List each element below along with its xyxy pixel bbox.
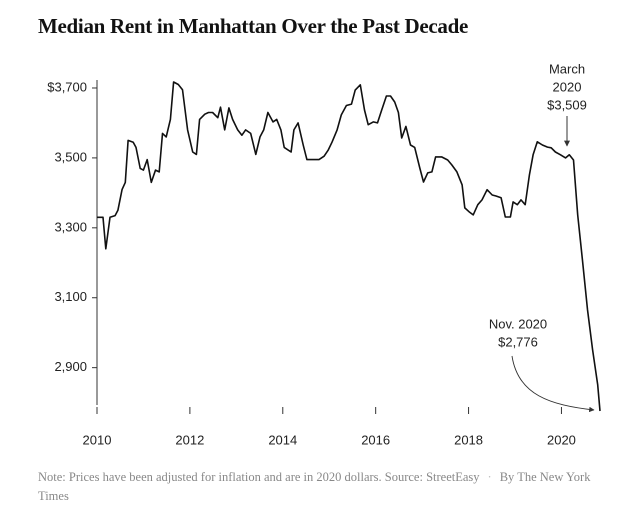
annotation-text: $2,776 [498, 334, 538, 349]
annotation-arrow [511, 355, 595, 413]
chart: $3,700 3,500 3,300 3,100 2,900 2010 2012 2014 20… [47, 61, 601, 447]
y-tick-label: 2,900 [54, 359, 87, 374]
y-tick-label: $3,700 [47, 79, 87, 94]
y-tick-label: 3,300 [54, 219, 87, 234]
footnote: Note: Prices have been adjusted for infl… [38, 468, 613, 506]
annotation-text: $3,509 [547, 97, 587, 112]
x-tick-label: 2014 [268, 432, 297, 447]
annotation-text: 2020 [553, 79, 582, 94]
line [97, 81, 601, 412]
note: Note: Prices have been adjusted for infl… [38, 470, 480, 484]
chart-title: Median Rent in Manhattan Over the Past D… [38, 14, 468, 38]
x-tick-label: 2012 [175, 432, 204, 447]
annotation-text: Nov. 2020 [489, 316, 547, 331]
x-tick-label: 2016 [361, 432, 390, 447]
y-tick-label: 3,500 [54, 149, 87, 164]
x-tick-label: 2020 [547, 432, 576, 447]
x-tick-label: 2010 [83, 432, 112, 447]
x-tick-label: 2018 [454, 432, 483, 447]
annotation-text: March [549, 61, 585, 76]
y-tick-label: 3,100 [54, 289, 87, 304]
